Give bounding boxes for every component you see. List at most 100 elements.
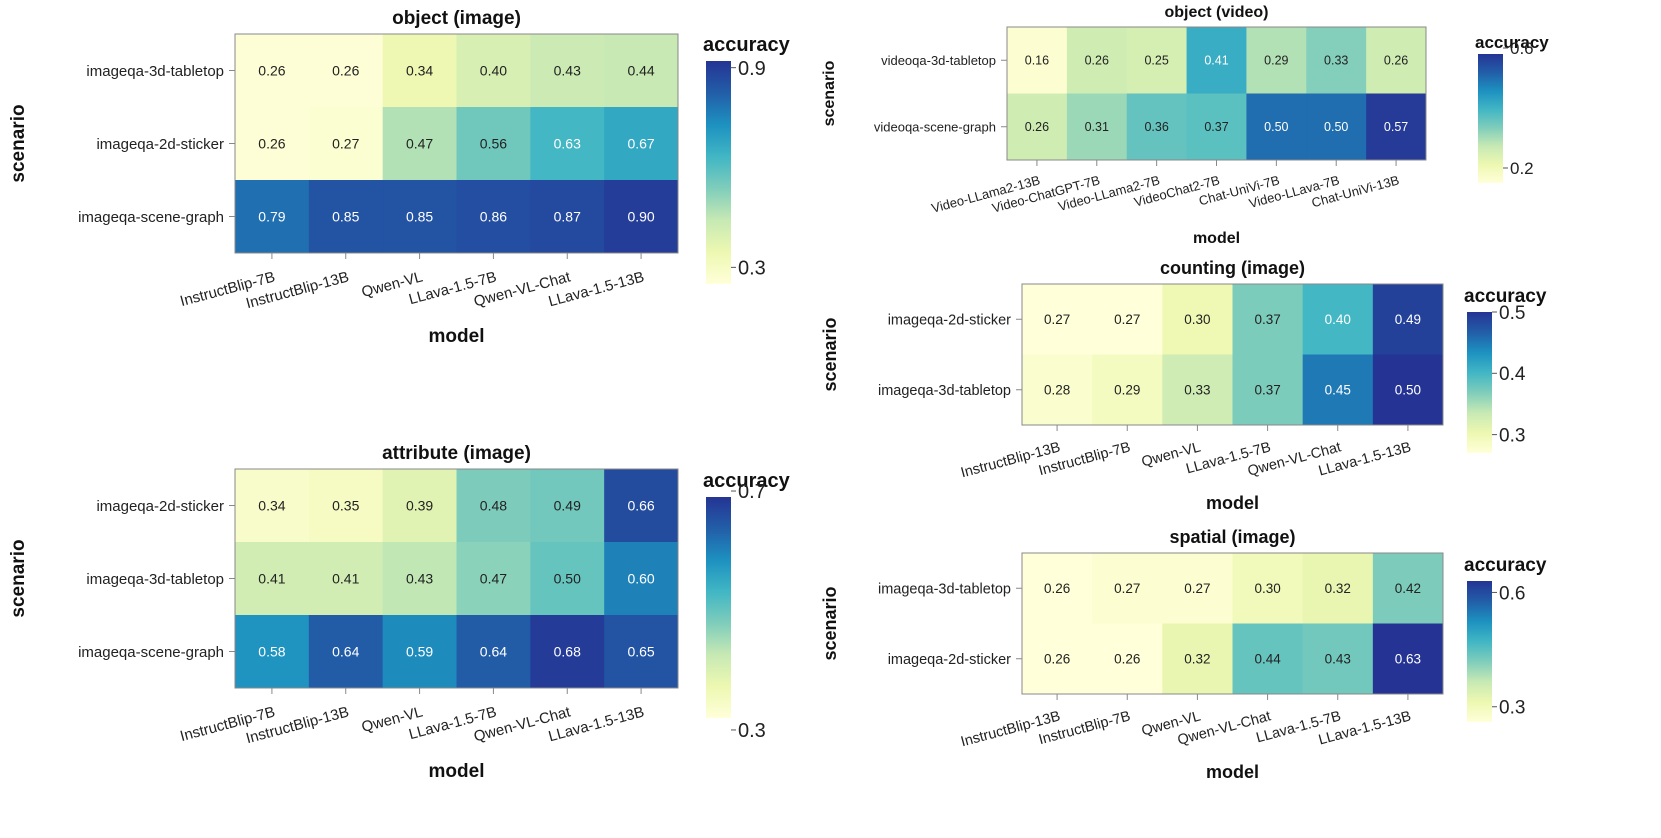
y-axis-label: scenario — [8, 104, 29, 182]
cell-value-label: 0.43 — [554, 62, 581, 78]
colorbar-tick-label: 0.3 — [1499, 425, 1525, 446]
cell-value-label: 0.43 — [406, 570, 433, 586]
plot-frame — [1021, 552, 1444, 695]
cell-value-label: 0.65 — [627, 643, 654, 659]
colorbar-tick-label: 0.9 — [738, 58, 766, 80]
y-tick-label: imageqa-3d-tabletop — [878, 581, 1011, 597]
cell-value-label: 0.43 — [1325, 651, 1351, 666]
cell-value-label: 0.34 — [406, 62, 433, 78]
colorbar-tick-label: 0.3 — [738, 258, 766, 280]
cell-value-label: 0.86 — [480, 208, 507, 224]
cell-value-label: 0.40 — [1325, 312, 1351, 327]
cell-value-label: 0.85 — [406, 208, 433, 224]
cell-value-label: 0.42 — [1395, 581, 1421, 596]
cell-value-label: 0.57 — [1384, 120, 1408, 134]
chart-title: attribute (image) — [382, 443, 531, 464]
y-tick-label: imageqa-3d-tabletop — [878, 383, 1011, 399]
cell-value-label: 0.44 — [1254, 651, 1281, 666]
cell-value-label: 0.28 — [1044, 382, 1070, 397]
cell-value-label: 0.31 — [1085, 120, 1109, 134]
y-tick-label: imageqa-3d-tabletop — [86, 63, 224, 80]
cell-value-label: 0.41 — [332, 570, 359, 586]
colorbar-tick-label: 0.3 — [1499, 698, 1525, 719]
heatmap-cell — [1162, 623, 1233, 695]
colorbar-tick-label: 0.2 — [1510, 159, 1534, 178]
heatmap-cell — [604, 542, 679, 616]
heatmap-cell — [308, 180, 384, 254]
cell-value-label: 0.25 — [1144, 54, 1168, 68]
cell-value-label: 0.45 — [1325, 382, 1351, 397]
cell-value-label: 0.44 — [627, 62, 654, 78]
heatmap-cell — [530, 180, 605, 254]
heatmap-cell — [382, 469, 457, 543]
heatmap-cell — [530, 107, 605, 181]
cell-value-label: 0.49 — [554, 497, 581, 513]
heatmap-cell — [456, 469, 531, 543]
cell-value-label: 0.68 — [554, 643, 581, 659]
x-axis-label: model — [429, 326, 485, 347]
cell-value-label: 0.33 — [1324, 54, 1348, 68]
cell-value-label: 0.27 — [1114, 581, 1140, 596]
colorbar-tick-label: 0.6 — [1510, 39, 1534, 58]
heatmap-cell — [1246, 93, 1307, 161]
cell-value-label: 0.67 — [627, 135, 654, 151]
heatmap-cell — [1126, 27, 1188, 94]
cell-value-label: 0.26 — [1044, 651, 1070, 666]
heatmap-cell — [1232, 284, 1304, 355]
colorbar — [1467, 312, 1492, 453]
cell-value-label: 0.27 — [1114, 312, 1140, 327]
heatmap-cell — [604, 615, 679, 689]
heatmap-cell — [1022, 354, 1093, 426]
cell-value-label: 0.48 — [480, 497, 507, 513]
heatmap-panel-1: object (image) 0.26 0.26 0.34 0.40 0.43 0.44 0.… — [8, 8, 791, 347]
heatmap-panel-3: object (video) 0.16 0.26 0.25 0.41 0.29 0.33 0.… — [821, 4, 1549, 247]
cell-value-label: 0.39 — [406, 497, 433, 513]
heatmap-cell — [1007, 93, 1068, 161]
cell-value-label: 0.66 — [627, 497, 654, 513]
y-axis-label: scenario — [820, 586, 840, 660]
heatmap-cell — [1022, 553, 1093, 624]
cell-value-label: 0.40 — [480, 62, 507, 78]
heatmap-cell — [1306, 93, 1367, 161]
heatmap-cell — [235, 542, 310, 616]
colorbar-tick-label: 0.4 — [1499, 364, 1526, 385]
heatmap-cell — [1232, 354, 1304, 426]
y-axis-label: scenario — [820, 317, 840, 391]
cell-value-label: 0.90 — [627, 208, 654, 224]
heatmap-cell — [235, 34, 310, 108]
x-axis-label: model — [1193, 230, 1240, 247]
cell-value-label: 0.85 — [332, 208, 359, 224]
heatmap-cell — [308, 469, 384, 543]
cell-value-label: 0.60 — [627, 570, 654, 586]
cell-value-label: 0.64 — [480, 643, 507, 659]
chart-title: object (image) — [392, 8, 521, 29]
cell-value-label: 0.63 — [554, 135, 581, 151]
heatmap-cell — [235, 615, 310, 689]
cell-value-label: 0.47 — [480, 570, 507, 586]
heatmap-cell — [1092, 623, 1163, 695]
colorbar-tick-label: 0.5 — [1499, 303, 1525, 324]
heatmap-cell — [382, 107, 457, 181]
heatmap-cell — [1162, 284, 1233, 355]
cell-value-label: 0.37 — [1254, 382, 1280, 397]
cell-value-label: 0.36 — [1144, 120, 1168, 134]
y-tick-label: imageqa-2d-sticker — [96, 136, 224, 153]
colorbar-tick-label: 0.3 — [738, 720, 766, 742]
x-axis-label: model — [429, 761, 485, 782]
cell-value-label: 0.34 — [258, 497, 285, 513]
heatmap-cell — [456, 542, 531, 616]
heatmap-cell — [1232, 553, 1304, 624]
heatmap-cell — [1232, 623, 1304, 695]
heatmap-cell — [456, 180, 531, 254]
colorbar-title: accuracy — [1464, 286, 1547, 307]
x-axis-label: model — [1206, 493, 1259, 513]
heatmap-cell — [308, 615, 384, 689]
heatmap-cell — [456, 34, 531, 108]
cell-value-label: 0.30 — [1254, 581, 1280, 596]
chart-title: counting (image) — [1160, 258, 1305, 278]
heatmap-cell — [1186, 93, 1247, 161]
heatmap-cell — [530, 615, 605, 689]
heatmap-cell — [308, 107, 384, 181]
cell-value-label: 0.32 — [1184, 651, 1210, 666]
